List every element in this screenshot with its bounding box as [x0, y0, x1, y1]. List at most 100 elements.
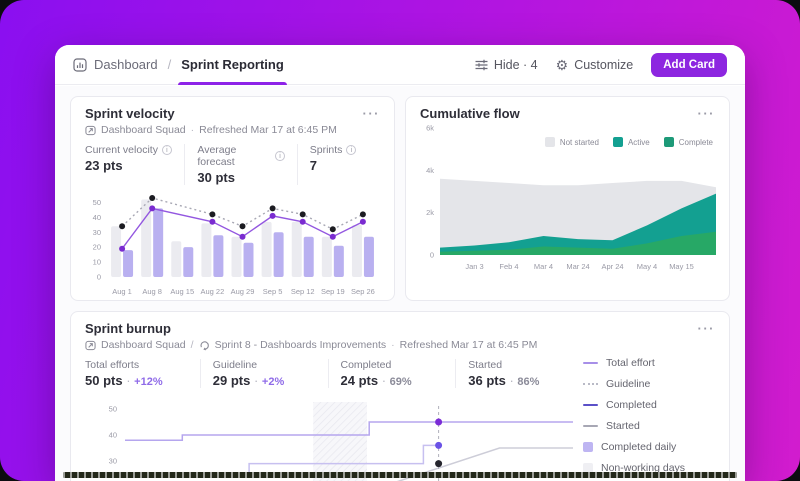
burnup-stats: Total efforts 50 pts · +12% Guideline 29…: [85, 359, 583, 388]
svg-text:Feb 4: Feb 4: [499, 262, 518, 271]
legend-label: Started: [606, 420, 640, 432]
stat-dot: ·: [509, 373, 514, 388]
customize-button[interactable]: ⚙ Customize: [556, 58, 634, 72]
svg-text:Aug 22: Aug 22: [200, 287, 224, 296]
svg-text:Sep 5: Sep 5: [263, 287, 283, 296]
stat-label: Total efforts: [85, 359, 140, 371]
filters-icon: [475, 59, 488, 71]
stat-label: Current velocity: [85, 144, 158, 156]
legend-label: Total effort: [606, 357, 655, 369]
svg-text:Aug 29: Aug 29: [231, 287, 255, 296]
squad-icon: [85, 125, 96, 136]
breadcrumb-dashboard[interactable]: Dashboard: [94, 57, 158, 72]
legend-item-started[interactable]: Started: [583, 420, 715, 432]
velocity-squad-name[interactable]: Dashboard Squad: [101, 124, 186, 136]
legend-item-not-started[interactable]: Not started: [544, 137, 599, 147]
svg-text:40: 40: [93, 213, 101, 222]
cumulative-card-title: Cumulative flow: [420, 106, 520, 121]
svg-text:30: 30: [93, 228, 101, 237]
info-icon[interactable]: [275, 151, 285, 161]
legend-label: Completed daily: [601, 441, 677, 453]
svg-text:0: 0: [430, 251, 434, 260]
legend-item-completed-daily[interactable]: Completed daily: [583, 441, 715, 453]
breadcrumb-separator: /: [167, 57, 172, 72]
stat-delta: +12%: [134, 376, 163, 388]
stat-label: Guideline: [212, 359, 258, 371]
sprint-velocity-card: Sprint velocity ··· Dashboard Squad · Re…: [70, 96, 395, 301]
stat-sprints: Sprints 7: [296, 144, 380, 185]
svg-text:May 4: May 4: [637, 262, 657, 271]
stat-completed: Completed 24 pts · 69%: [327, 359, 456, 388]
legend-label: Non-working days: [601, 462, 686, 474]
svg-text:Aug 8: Aug 8: [142, 287, 162, 296]
burnup-legend: Total effort Guideline Completed Started…: [583, 351, 715, 481]
cumulative-card-menu-button[interactable]: ···: [697, 106, 715, 121]
burnup-card-menu-button[interactable]: ···: [697, 321, 715, 336]
dashboard-window: Dashboard / Sprint Reporting Hide · 4 ⚙ …: [55, 45, 745, 481]
svg-text:Mar 24: Mar 24: [566, 262, 589, 271]
stat-label: Average forecast: [197, 144, 237, 168]
subtitle-dot: ·: [190, 124, 195, 136]
svg-text:6k: 6k: [426, 124, 434, 133]
velocity-stats: Current velocity 23 pts Average forecast…: [85, 144, 380, 185]
legend-item-total-effort[interactable]: Total effort: [583, 357, 715, 369]
stat-dot: ·: [126, 373, 131, 388]
svg-text:Aug 1: Aug 1: [112, 287, 132, 296]
add-card-button[interactable]: Add Card: [651, 52, 727, 77]
info-icon[interactable]: [346, 145, 357, 155]
legend-line-swatch: [583, 404, 598, 406]
titlebar-actions: Hide · 4 ⚙ Customize Add Card: [475, 52, 727, 77]
hide-button[interactable]: Hide · 4: [475, 58, 538, 72]
stat-total-efforts: Total efforts 50 pts · +12%: [85, 359, 200, 388]
stat-label: Sprints: [309, 144, 343, 156]
velocity-card-menu-button[interactable]: ···: [362, 106, 380, 121]
svg-text:Apr 24: Apr 24: [601, 262, 623, 271]
svg-text:Sep 26: Sep 26: [351, 287, 375, 296]
stat-delta: 86%: [517, 376, 540, 388]
burnup-sprint-name[interactable]: Sprint 8 - Dashboards Improvements: [214, 339, 387, 351]
svg-text:30: 30: [109, 457, 117, 466]
breadcrumb-current-tab[interactable]: Sprint Reporting: [178, 57, 287, 85]
burnup-squad-name[interactable]: Dashboard Squad: [101, 339, 186, 351]
gear-icon: ⚙: [555, 56, 569, 73]
info-icon[interactable]: [161, 145, 172, 155]
breadcrumb: Dashboard / Sprint Reporting: [73, 57, 287, 85]
sprint-icon: [199, 340, 210, 351]
sprint-burnup-card: Sprint burnup ··· Dashboard Squad / Spri…: [70, 311, 730, 481]
legend-line-swatch: [583, 425, 598, 427]
burnup-chart[interactable]: 50 40 30: [95, 394, 577, 481]
svg-text:50: 50: [109, 405, 117, 414]
stat-value: 30 pts: [197, 170, 235, 185]
stat-value: 50 pts: [85, 373, 123, 388]
legend-item-completed[interactable]: Completed: [583, 399, 715, 411]
legend-item-complete[interactable]: Complete: [663, 137, 713, 147]
stat-average-forecast: Average forecast 30 pts: [184, 144, 296, 185]
legend-swatch: [663, 137, 674, 147]
stat-value: 7: [309, 158, 317, 173]
stat-delta: 69%: [389, 376, 412, 388]
chart-bottom-edge: [63, 472, 737, 478]
legend-item-guideline[interactable]: Guideline: [583, 378, 715, 390]
stat-guideline: Guideline 29 pts · +2%: [199, 359, 328, 388]
svg-text:50: 50: [93, 198, 101, 207]
svg-text:Aug 15: Aug 15: [170, 287, 194, 296]
stat-value: 23 pts: [85, 158, 123, 173]
svg-text:May 15: May 15: [669, 262, 694, 271]
svg-text:Mar 4: Mar 4: [534, 262, 553, 271]
stat-value: 29 pts: [212, 373, 251, 388]
stat-delta: +2%: [261, 376, 285, 388]
legend-label: Complete: [678, 137, 713, 147]
legend-item-non-working-days[interactable]: Non-working days: [583, 462, 715, 474]
subtitle-separator: /: [190, 339, 194, 351]
velocity-chart[interactable]: 0 10 20 30 40 50 Aug 1 Aug 8 Aug 15 Aug 22 Aug 29 S…: [85, 187, 382, 300]
legend-item-active[interactable]: Active: [612, 137, 650, 147]
cumulative-flow-chart[interactable]: 0 2k 4k 6k Jan 3 Feb 4 Mar 4 Mar 24 Apr 24 May 4 M…: [420, 123, 722, 275]
svg-text:20: 20: [93, 243, 101, 252]
legend-label: Completed: [606, 399, 657, 411]
stat-value: 24 pts: [340, 373, 379, 388]
velocity-card-title: Sprint velocity: [85, 106, 175, 121]
subtitle-dot: ·: [391, 339, 395, 351]
stat-current-velocity: Current velocity 23 pts: [85, 144, 184, 185]
stat-dot: ·: [253, 373, 259, 388]
legend-swatch: [544, 137, 555, 147]
